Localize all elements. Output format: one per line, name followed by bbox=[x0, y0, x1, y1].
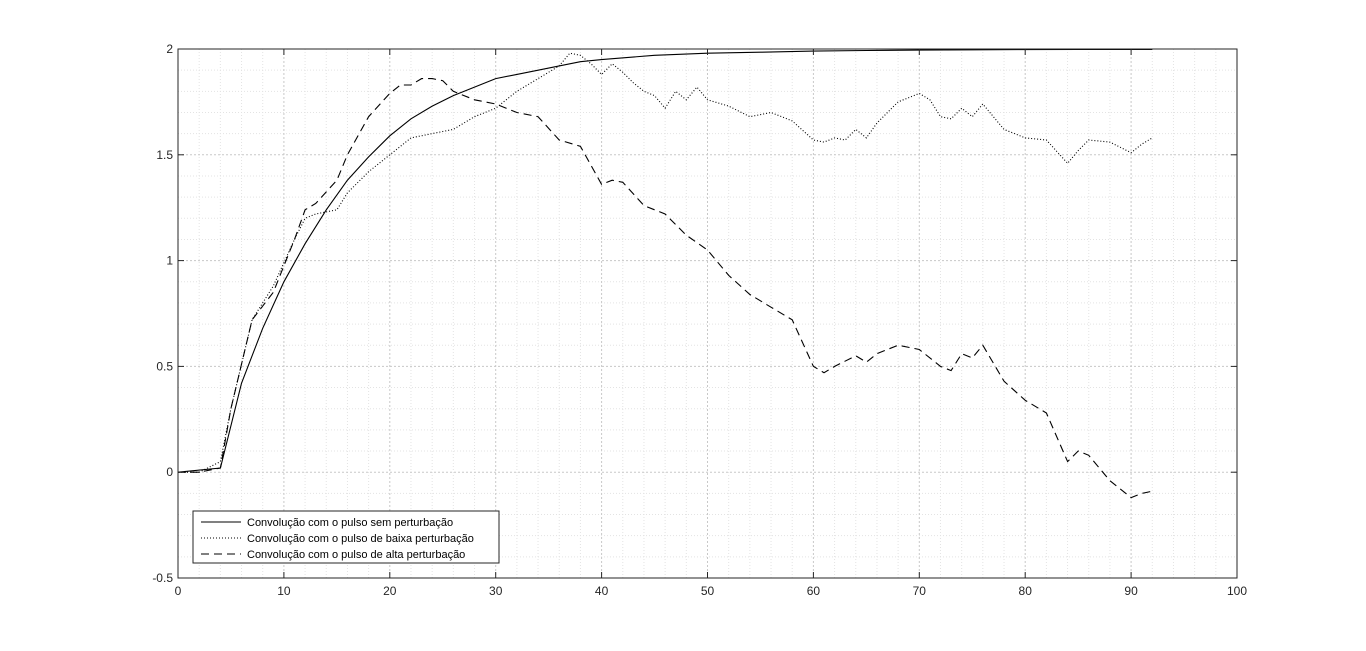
x-tick-label: 60 bbox=[807, 584, 821, 598]
x-tick-label: 10 bbox=[277, 584, 291, 598]
legend-label: Convolução com o pulso sem perturbação bbox=[247, 517, 453, 529]
legend-box bbox=[192, 510, 500, 564]
tick-labels: 0 10 20 30 40 50 60 70 80 90 100-0.500.511.52 bbox=[152, 42, 1247, 598]
x-tick-label: 20 bbox=[383, 584, 397, 598]
x-tick-label: 90 bbox=[1124, 584, 1138, 598]
series-line-dashed bbox=[178, 78, 1153, 499]
y-tick-label: 0.5 bbox=[156, 359, 173, 373]
y-tick-label: 1.5 bbox=[156, 148, 173, 162]
x-tick-label: 0 bbox=[175, 584, 182, 598]
x-tick-label: 40 bbox=[595, 584, 609, 598]
legend-label: Convolução com o pulso de baixa perturba… bbox=[247, 533, 474, 545]
legend-label: Convolução com o pulso de alta perturbaç… bbox=[247, 549, 465, 561]
y-tick-label: -0.5 bbox=[152, 571, 173, 585]
y-tick-label: 1 bbox=[166, 254, 173, 268]
x-tick-label: 30 bbox=[489, 584, 503, 598]
series-line-dotted bbox=[178, 52, 1153, 473]
x-tick-label: 80 bbox=[1019, 584, 1033, 598]
x-tick-label: 100 bbox=[1227, 584, 1247, 598]
x-tick-label: 50 bbox=[701, 584, 715, 598]
y-tick-label: 0 bbox=[166, 465, 173, 479]
x-tick-label: 70 bbox=[913, 584, 927, 598]
legend: Convolução com o pulso sem perturbação Co… bbox=[192, 510, 500, 564]
y-tick-label: 2 bbox=[166, 42, 173, 56]
